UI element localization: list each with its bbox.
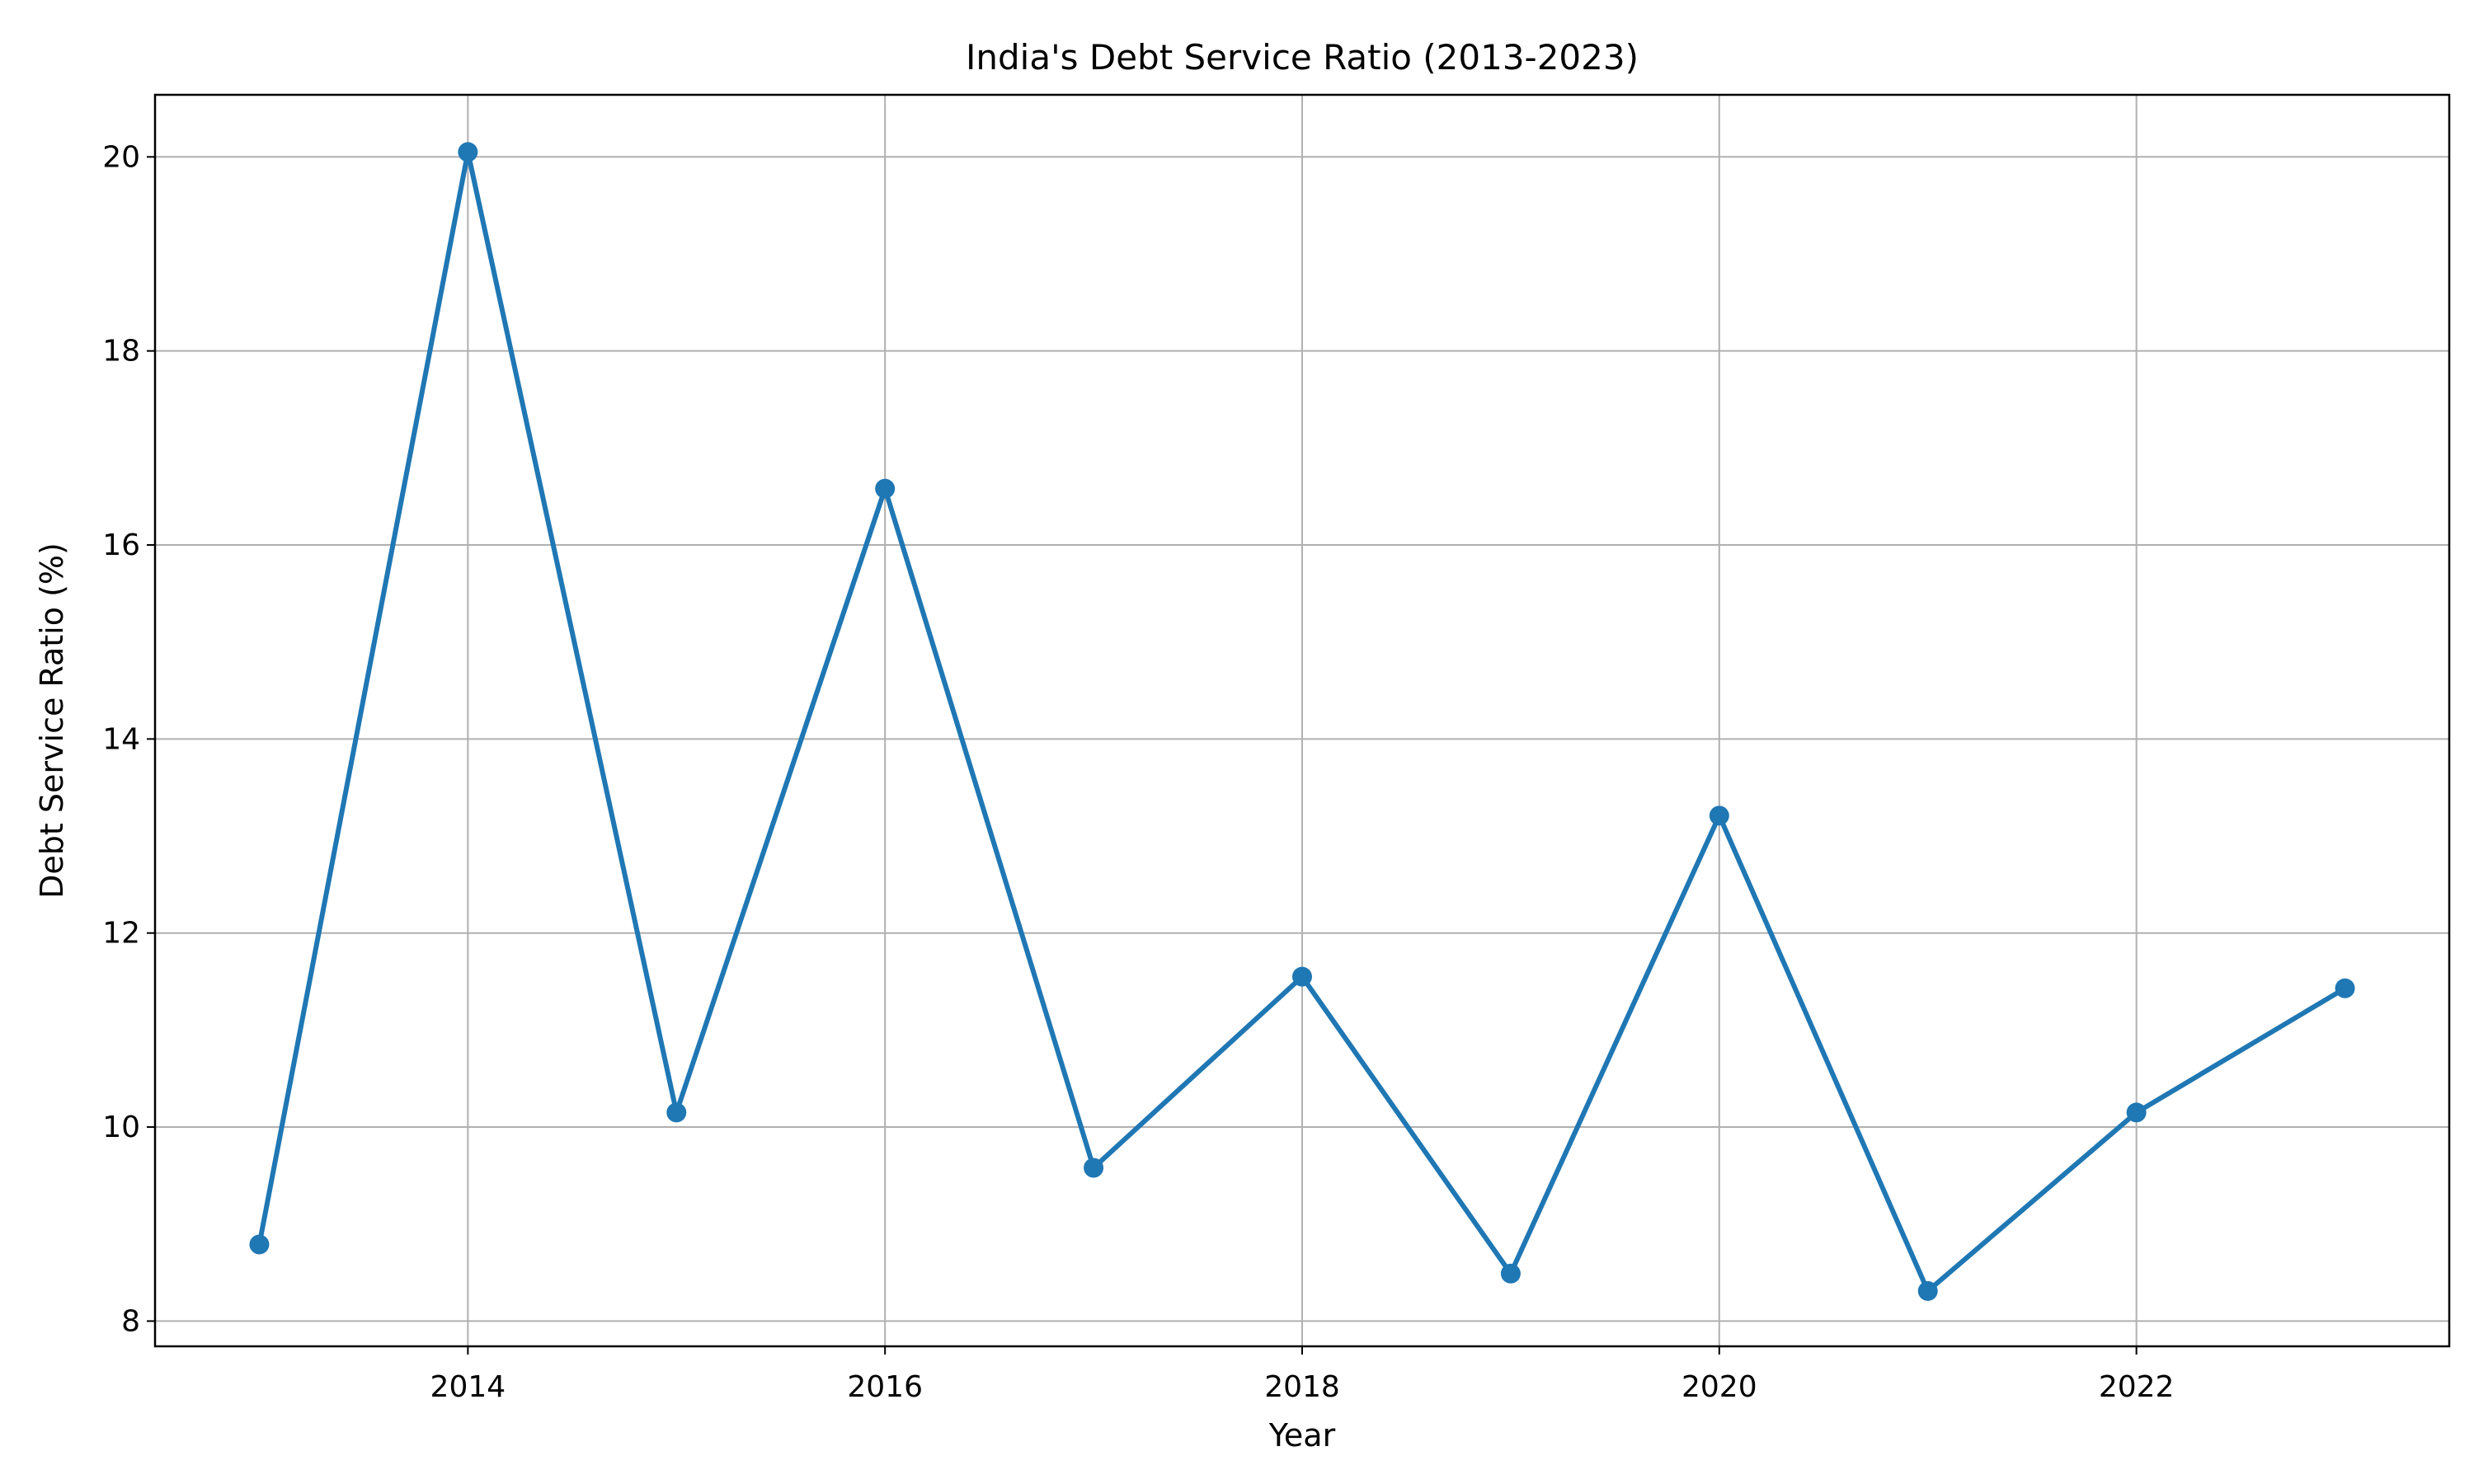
data-point bbox=[2126, 1102, 2147, 1123]
y-tick-label: 18 bbox=[102, 335, 140, 369]
y-tick-label: 20 bbox=[102, 140, 140, 174]
y-tick-label: 12 bbox=[102, 917, 140, 951]
chart-title: India's Debt Service Ratio (2013-2023) bbox=[966, 37, 1639, 77]
x-tick-label: 2022 bbox=[2099, 1370, 2175, 1404]
data-point bbox=[1084, 1158, 1104, 1178]
x-tick-label: 2016 bbox=[847, 1370, 923, 1404]
y-axis-label: Debt Service Ratio (%) bbox=[34, 542, 70, 899]
grid bbox=[155, 95, 2449, 1346]
x-axis-label: Year bbox=[1268, 1417, 1336, 1453]
data-point bbox=[458, 142, 478, 162]
y-tick-label: 16 bbox=[102, 528, 140, 562]
series-layer bbox=[249, 142, 2355, 1301]
data-point bbox=[249, 1234, 270, 1255]
y-tick-label: 14 bbox=[102, 722, 140, 756]
data-point bbox=[1292, 966, 1312, 987]
x-tick-label: 2020 bbox=[1681, 1370, 1757, 1404]
data-point bbox=[2335, 978, 2355, 998]
y-tick-label: 8 bbox=[121, 1304, 140, 1338]
y-tick-label: 10 bbox=[102, 1111, 140, 1144]
x-tick-label: 2014 bbox=[430, 1370, 506, 1404]
data-point bbox=[1917, 1280, 1938, 1301]
data-point bbox=[666, 1102, 687, 1123]
tick-layer: 2014 2016 2018 2020 2022 8 10 12 14 16 18 20 bbox=[102, 140, 2174, 1404]
data-point bbox=[1500, 1263, 1521, 1284]
x-tick-label: 2018 bbox=[1264, 1370, 1340, 1404]
data-point bbox=[875, 478, 896, 499]
data-point bbox=[1709, 805, 1729, 826]
